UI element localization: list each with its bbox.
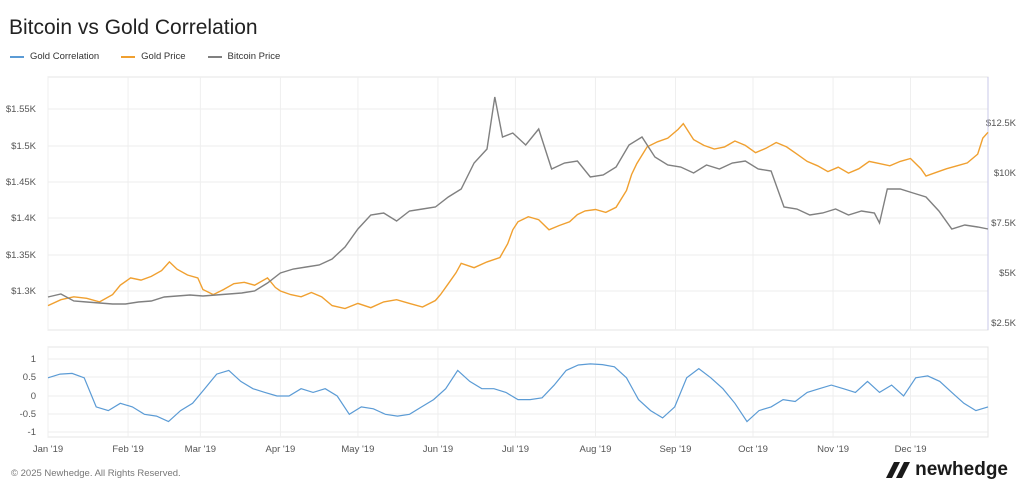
correlation-tick-label: 1 — [31, 354, 36, 365]
copyright: © 2025 Newhedge. All Rights Reserved. — [11, 468, 181, 479]
x-tick-label: Feb '19 — [112, 444, 143, 455]
y-left-tick-label: $1.3K — [11, 286, 36, 297]
x-tick-label: Jan '19 — [33, 444, 63, 455]
y-right-tick-label: $5K — [999, 268, 1017, 279]
chart-title: Bitcoin vs Gold Correlation — [9, 16, 258, 39]
y-right-tick-label: $2.5K — [991, 318, 1016, 329]
main-plot-area — [47, 76, 989, 331]
legend-item-bitcoin-price[interactable]: Bitcoin Price — [207, 51, 281, 62]
x-tick-label: Aug '19 — [580, 444, 612, 455]
y-left-tick-label: $1.55K — [6, 104, 37, 115]
legend: Gold Correlation Gold Price Bitcoin Pric… — [10, 51, 302, 62]
legend-item-gold-correlation[interactable]: Gold Correlation — [10, 51, 99, 62]
correlation-tick-label: 0.5 — [23, 372, 36, 383]
y-left-tick-label: $1.35K — [6, 250, 37, 261]
x-tick-label: Sep '19 — [660, 444, 692, 455]
legend-swatch-gold-price — [121, 55, 136, 58]
x-tick-label: Dec '19 — [895, 444, 927, 455]
correlation-tick-label: 0 — [31, 391, 36, 402]
brand-logo[interactable]: newhedge — [886, 459, 1008, 481]
correlation-plot-area — [47, 346, 989, 438]
newhedge-logo-icon — [886, 462, 911, 478]
y-right-tick-label: $10K — [994, 168, 1017, 179]
y-right-tick-label: $12.5K — [986, 118, 1017, 129]
x-tick-label: Jul '19 — [502, 444, 529, 455]
legend-swatch-gold-correlation — [10, 55, 24, 58]
series-gold-correlation-line — [47, 363, 989, 423]
legend-item-gold-price[interactable]: Gold Price — [121, 51, 186, 62]
correlation-tick-label: -1 — [28, 427, 36, 438]
series-bitcoin-price-line — [47, 96, 989, 305]
x-tick-label: May '19 — [341, 444, 374, 455]
x-tick-label: Nov '19 — [817, 444, 849, 455]
correlation-tick-label: -0.5 — [20, 409, 36, 420]
y-left-tick-label: $1.5K — [11, 141, 36, 152]
x-tick-label: Jun '19 — [423, 444, 453, 455]
x-tick-label: Mar '19 — [185, 444, 216, 455]
y-left-tick-label: $1.4K — [11, 213, 36, 224]
legend-label-gold-price: Gold Price — [141, 51, 186, 62]
y-right-tick-label: $7.5K — [991, 218, 1016, 229]
brand-name: newhedge — [915, 459, 1008, 480]
x-tick-label: Apr '19 — [266, 444, 296, 455]
legend-label-bitcoin-price: Bitcoin Price — [227, 51, 281, 62]
x-tick-label: Oct '19 — [738, 444, 768, 455]
legend-label-gold-correlation: Gold Correlation — [30, 51, 100, 62]
y-left-tick-label: $1.45K — [6, 177, 37, 188]
series-gold-price-line — [47, 122, 989, 310]
legend-swatch-bitcoin-price — [207, 55, 222, 58]
